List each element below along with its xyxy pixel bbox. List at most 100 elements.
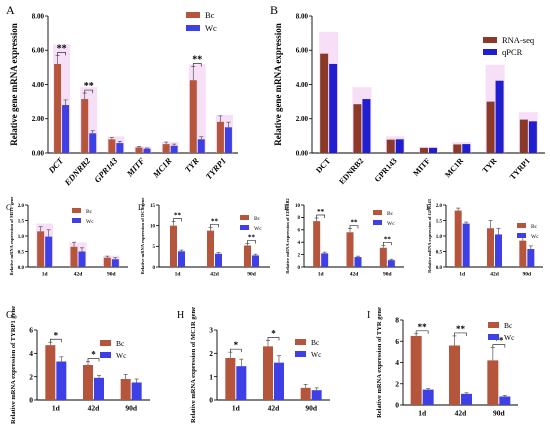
panel-d-ytick-label: 0 bbox=[153, 266, 156, 271]
panel-c-legend-label: Bc bbox=[86, 209, 93, 215]
panel-a-bar-wc bbox=[170, 145, 178, 153]
panel-a-bar-bc bbox=[189, 80, 197, 153]
panel-b-category-label: DCT bbox=[314, 156, 332, 175]
panel-d-ytick-label: 5 bbox=[153, 245, 156, 250]
panel-e-legend-label: Bc bbox=[387, 211, 394, 217]
panel-e-bar-bc bbox=[313, 221, 321, 267]
panel-c-legend-swatch bbox=[72, 208, 81, 213]
panel-e-ytick-label: 10 bbox=[295, 204, 301, 209]
panel-g-ytick-label: 0 bbox=[29, 396, 33, 405]
panel-h-category-label: 90d bbox=[305, 404, 318, 413]
panel-a-sig-label: ** bbox=[84, 81, 94, 92]
panel-b-ylabel: Relative gene mRNA expression bbox=[273, 23, 283, 146]
panel-b-bar-qpcr bbox=[329, 63, 338, 154]
panel-c-ytick-label: 0.0 bbox=[18, 266, 25, 271]
panel-a-sig-label: ** bbox=[57, 43, 67, 54]
panel-f-legend-label: Bc bbox=[531, 224, 538, 230]
panel-d-legend-label: Wc bbox=[254, 226, 262, 232]
panel-c-bar-bc bbox=[37, 231, 45, 267]
panel-i: I 0 2 4 6 8 Relative mRNA expression of TYR ge… bbox=[367, 307, 518, 418]
panel-a-bar-bc bbox=[135, 147, 143, 153]
panel-h-sig-bracket bbox=[229, 348, 242, 353]
panel-b-bar-qpcr bbox=[395, 139, 404, 153]
panel-c-legend-swatch bbox=[72, 218, 81, 223]
panel-i-legend-label: Wc bbox=[504, 333, 515, 342]
panel-a-legend-label: Bc bbox=[205, 10, 215, 20]
panel-g-bar-bc bbox=[120, 379, 131, 400]
panel-a-bar-bc bbox=[108, 139, 116, 153]
panel-i-sig-bracket bbox=[492, 344, 506, 348]
panel-a-bar-wc bbox=[224, 127, 232, 153]
panel-i-letter: I bbox=[367, 310, 370, 321]
panel-f-bar-bc bbox=[487, 228, 494, 267]
panel-b-legend-label: RNA-seq bbox=[502, 35, 535, 45]
panel-e-sig-label: ** bbox=[317, 208, 325, 216]
panel-e-ytick-label: 2 bbox=[298, 253, 301, 258]
panel-i-legend-label: Bc bbox=[504, 321, 513, 330]
panel-f-category-label: 90d bbox=[523, 272, 532, 278]
panel-d-sig-bracket bbox=[173, 218, 182, 222]
panel-h-legend-swatch bbox=[295, 351, 306, 357]
panel-c-legend-label: Wc bbox=[86, 219, 94, 225]
panel-c-bar-wc bbox=[45, 236, 53, 267]
panel-h-sig-label: * bbox=[271, 329, 276, 339]
panel-i-sig-label: ** bbox=[456, 324, 466, 334]
panel-g-sig-bracket bbox=[87, 358, 100, 362]
panel-a-category-label: TYRP1 bbox=[203, 156, 227, 182]
panel-h-ylabel: Relative mRNA expression of MC1R gene bbox=[190, 307, 197, 423]
panel-b-category-label: TYRP1 bbox=[508, 156, 532, 181]
panel-b-bar-rnaseq bbox=[386, 139, 395, 153]
panel-e-sig-label: ** bbox=[351, 219, 359, 227]
panel-b-bar-rnaseq bbox=[486, 101, 495, 153]
panel-i-ytick-label: 6 bbox=[395, 337, 399, 346]
panel-a-bar-wc bbox=[62, 105, 70, 153]
panel-h-sig-bracket bbox=[267, 337, 280, 341]
panel-f-category-label: 42d bbox=[490, 272, 499, 278]
panel-h-letter: H bbox=[177, 310, 184, 321]
panel-a-legend-swatch bbox=[186, 12, 200, 18]
panel-b-ytick-label: 4.00 bbox=[296, 81, 309, 89]
panel-a-bar-bc bbox=[54, 63, 62, 154]
panel-f-bar-bc bbox=[454, 210, 462, 267]
panel-a-bar-bc bbox=[162, 144, 170, 153]
panel-b-bar-qpcr bbox=[362, 99, 371, 153]
panel-a-category-label: MITF bbox=[124, 155, 147, 179]
panel-e-sig-bracket bbox=[316, 214, 326, 219]
panel-i-sig-label: ** bbox=[418, 322, 428, 332]
panel-c-category-label: 90d bbox=[107, 272, 116, 278]
panel-g-bar-wc bbox=[94, 377, 104, 400]
panel-d-sig-bracket bbox=[210, 223, 219, 228]
panel-i-category-label: 90d bbox=[493, 409, 506, 418]
panel-c-bar-bc bbox=[103, 257, 111, 267]
panel-a-sig-bracket bbox=[57, 52, 66, 56]
panel-b-bar-rnaseq bbox=[320, 53, 329, 153]
panel-i-ytick-label: 0 bbox=[395, 401, 399, 410]
panel-a-ytick-label: 8.00 bbox=[32, 12, 45, 20]
panel-b-letter: B bbox=[270, 3, 278, 17]
panel-d: D 0 5 10 15 Relative mRNA expression of DCT g… bbox=[138, 198, 270, 278]
panel-h-sig-label: * bbox=[234, 340, 239, 350]
panel-g-ylabel: Relative mRNA expression of TYRP1 gene bbox=[10, 306, 17, 424]
panel-f-ytick-label: 0.5 bbox=[436, 250, 443, 255]
panel-b-legend-swatch bbox=[483, 49, 497, 55]
panel-i-sig-label: ** bbox=[494, 336, 504, 346]
panel-h-ytick-label: 3 bbox=[209, 326, 213, 335]
panel-d-legend-swatch bbox=[240, 225, 249, 230]
panel-g-sig-label: * bbox=[54, 330, 59, 340]
panel-d-bar-bc bbox=[170, 225, 177, 267]
panel-b-category-label: TYR bbox=[481, 156, 499, 175]
panel-c: C 0.0 0.5 1.0 1.5 2.0 Relative mRNA expression… bbox=[6, 197, 128, 278]
panel-h-bar-wc bbox=[311, 390, 322, 400]
panel-g-category-label: 90d bbox=[125, 404, 138, 413]
panel-a-bar-wc bbox=[116, 143, 124, 153]
panel-d-category-label: 1d bbox=[175, 272, 181, 278]
panel-g-bar-bc bbox=[45, 345, 56, 400]
panel-c-bar-bc bbox=[70, 246, 78, 267]
panel-e-sig-label: ** bbox=[384, 235, 392, 243]
panel-e-ytick-label: 8 bbox=[298, 216, 301, 221]
panel-d-sig-label: ** bbox=[248, 233, 256, 241]
panel-i-category-label: 42d bbox=[455, 409, 468, 418]
panel-i-bar-bc bbox=[449, 345, 460, 405]
panel-a-ytick-label: 4.00 bbox=[32, 81, 45, 89]
panel-a-sig-bracket bbox=[84, 89, 94, 94]
